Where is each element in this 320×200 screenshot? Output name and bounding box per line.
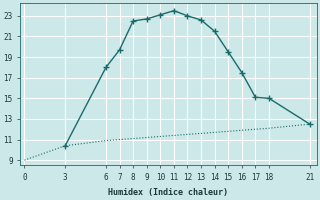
X-axis label: Humidex (Indice chaleur): Humidex (Indice chaleur) bbox=[108, 188, 228, 197]
